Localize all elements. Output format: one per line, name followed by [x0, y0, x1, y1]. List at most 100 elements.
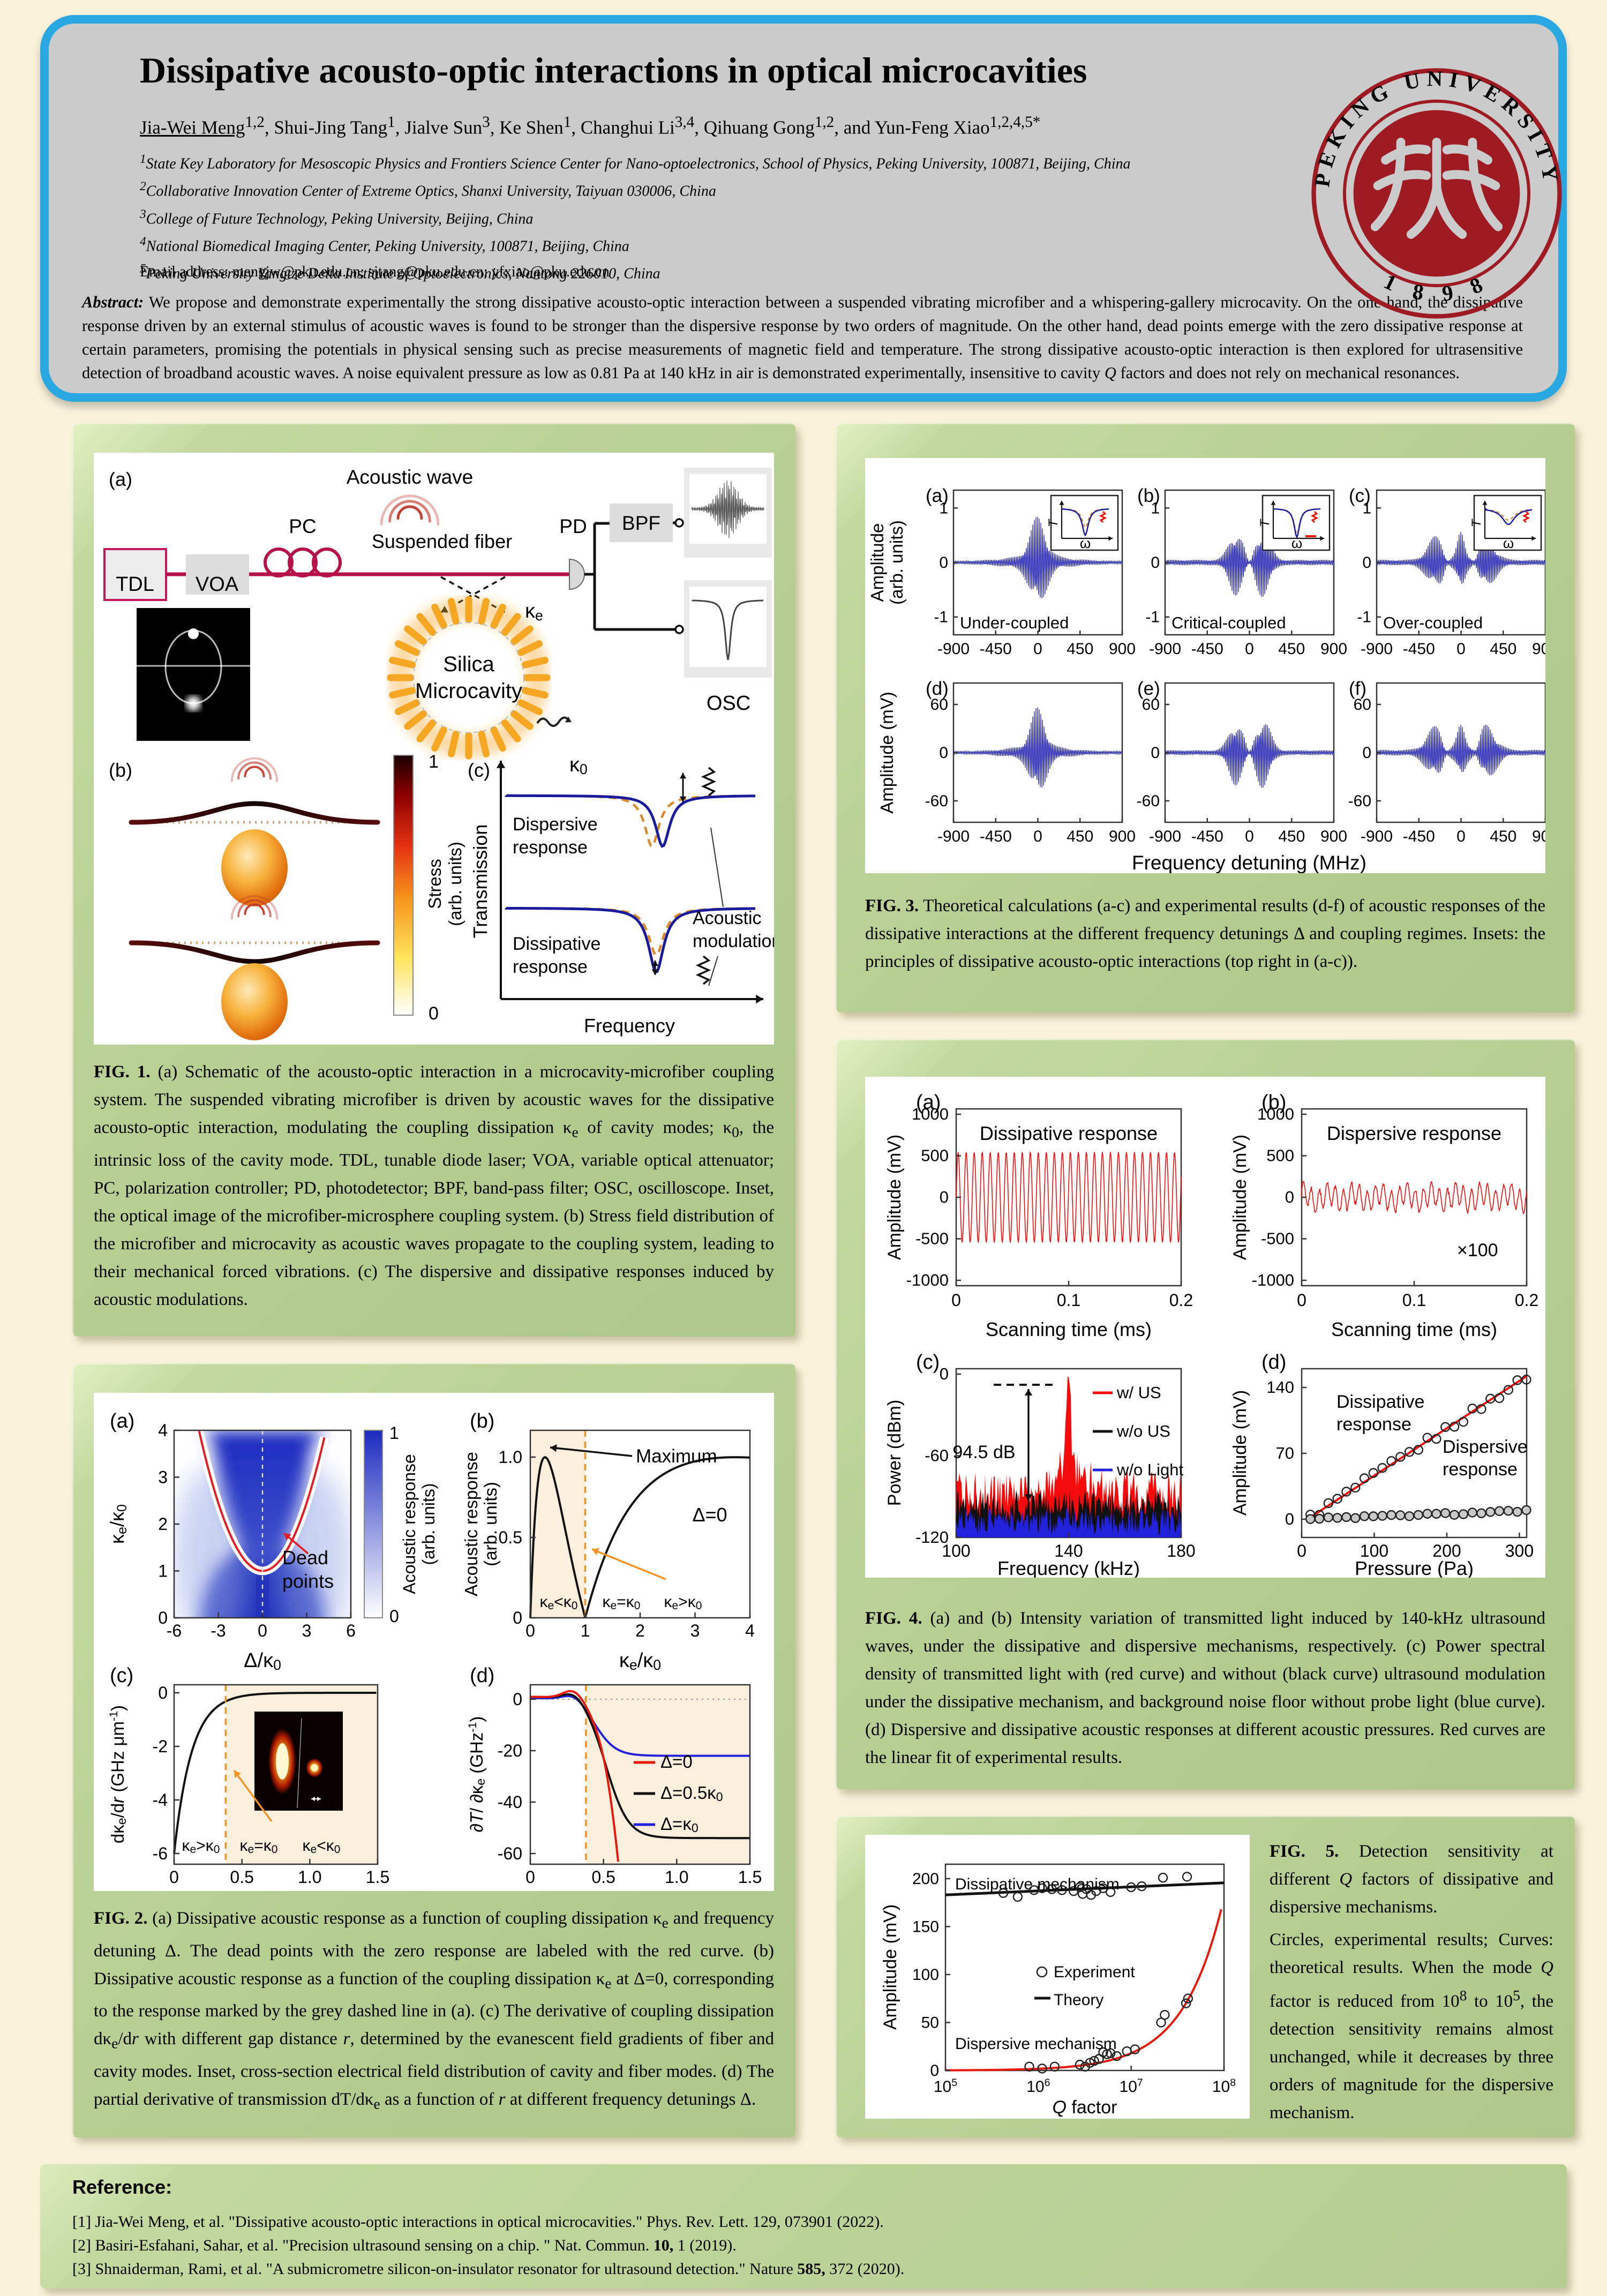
svg-text:-450: -450 — [1191, 640, 1223, 658]
svg-text:(f): (f) — [1349, 678, 1366, 699]
bpf-label: BPF — [622, 512, 660, 534]
tdl-label: TDL — [116, 573, 154, 596]
svg-text:0: 0 — [513, 1608, 522, 1627]
svg-text:w/ US: w/ US — [1116, 1383, 1161, 1402]
acoustic-wave-label: Acoustic wave — [347, 466, 474, 488]
svg-text:1.0: 1.0 — [298, 1867, 321, 1887]
svg-text:-6: -6 — [153, 1844, 168, 1863]
svg-text:140: 140 — [1054, 1541, 1083, 1560]
fig2d-xlabel: Gap distance r (μm) — [555, 1890, 726, 1891]
fig5-disp-label: Dispersive mechanism — [955, 2035, 1117, 2053]
fig4d-disp1: Dispersive — [1443, 1437, 1528, 1457]
reference-item-1: [1] Jia-Wei Meng, et al. "Dissipative ac… — [72, 2213, 884, 2231]
svg-text:-900: -900 — [1149, 640, 1181, 658]
svg-text:1.0: 1.0 — [665, 1867, 688, 1887]
svg-text:900: 900 — [1532, 828, 1545, 845]
fig3: (a) Under-coupled 1 0 -1 -900 -450 0 450 900 Tω (b)… — [867, 485, 1559, 874]
svg-text:0: 0 — [513, 1690, 522, 1709]
svg-text:0: 0 — [525, 1621, 535, 1640]
svg-text:(c): (c) — [1349, 485, 1371, 506]
svg-text:0.5: 0.5 — [591, 1867, 615, 1887]
fig4b-x100: ×100 — [1457, 1240, 1498, 1260]
svg-text:0: 0 — [930, 2062, 939, 2080]
fig3-caption: FIG. 3. Theoretical calculations (a-c) a… — [865, 896, 1546, 971]
svg-text:0: 0 — [1297, 1541, 1306, 1560]
fig1c-label: (c) — [468, 759, 490, 781]
svg-text:0: 0 — [939, 744, 948, 762]
fig2-box: 0 1 2 3 4 -6 -3 0 3 6 0 0.5 1.0 0 1 2 3 4 0 -2 -4 -6 0 0.5 1.0… — [94, 1393, 774, 1912]
fig5-legend-theory: Theory — [1054, 1991, 1103, 2009]
svg-text:500: 500 — [921, 1146, 949, 1165]
svg-text:-1000: -1000 — [906, 1271, 949, 1289]
fig5-box: 200 150 100 50 0 105 106 107 108 Dissipative mec… — [865, 1835, 1250, 2119]
dissipative-response-label2: response — [513, 957, 588, 977]
fig1b-drawing — [129, 755, 414, 1040]
dead-points-label2: points — [282, 1570, 334, 1592]
svg-text:Over-coupled: Over-coupled — [1383, 613, 1483, 632]
svg-text:Critical-coupled: Critical-coupled — [1172, 613, 1286, 632]
fig2a-cb-top: 1 — [389, 1423, 399, 1443]
svg-text:0.2: 0.2 — [1169, 1290, 1193, 1310]
fig3-ylabel-top1: Amplitude — [867, 523, 887, 602]
fig3-plots: (a) Under-coupled 1 0 -1 -900 -450 0 450 900 Tω (b)… — [925, 485, 1559, 845]
fig2c-plot: 0-2-4-60 0.5 1.0 1.5 — [153, 1683, 390, 1887]
svg-text:1000: 1000 — [912, 1105, 949, 1123]
svg-text:-1: -1 — [1357, 609, 1371, 626]
svg-text:100: 100 — [1360, 1541, 1388, 1560]
svg-text:450: 450 — [1490, 640, 1516, 658]
fig1a-label: (a) — [109, 468, 132, 490]
microcavity-label: Microcavity — [415, 679, 522, 703]
svg-text:50: 50 — [921, 2014, 939, 2031]
svg-text:100: 100 — [912, 1966, 939, 1984]
fig1a-drawing — [103, 468, 772, 760]
authors: Jia-Wei Meng1,2, Shui-Jing Tang1, Jialve… — [140, 114, 1041, 138]
svg-text:-60: -60 — [498, 1844, 522, 1863]
svg-text:-450: -450 — [980, 828, 1012, 845]
svg-text:-900: -900 — [1361, 640, 1393, 658]
fig2c-klt: κe<κ0 — [303, 1837, 341, 1856]
fig4a-title: Dissipative response — [980, 1122, 1158, 1144]
svg-text:0.5: 0.5 — [230, 1867, 253, 1887]
svg-text:-1: -1 — [1145, 609, 1160, 626]
stress-label-1: Stress — [425, 859, 445, 909]
reference-list: [1] Jia-Wei Meng, et al. "Dissipative ac… — [72, 2210, 904, 2281]
svg-text:-900: -900 — [1149, 828, 1181, 845]
svg-text:150: 150 — [912, 1918, 939, 1935]
fig4b-title: Dispersive response — [1327, 1122, 1501, 1144]
delta0-label: Δ=0 — [692, 1504, 727, 1526]
svg-text:60: 60 — [1142, 696, 1160, 714]
fig2d-label: (d) — [470, 1664, 494, 1687]
fig2a-cb-label1: Acoustic response — [400, 1454, 419, 1594]
panel-fig2: 0 1 2 3 4 -6 -3 0 3 6 0 0.5 1.0 0 1 2 3 4 0 -2 -4 -6 0 0.5 1.0… — [72, 1363, 795, 2137]
svg-text:1.5: 1.5 — [366, 1867, 389, 1887]
svg-text:3: 3 — [158, 1468, 168, 1487]
svg-text:0: 0 — [1297, 1290, 1306, 1310]
svg-text:(d): (d) — [926, 678, 949, 699]
maximum-label: Maximum — [636, 1446, 717, 1467]
fig4d-label: (d) — [1261, 1351, 1286, 1374]
fig2a-ylabel: κe/κ0 — [106, 1504, 130, 1544]
fig3-xlabel: Frequency detuning (MHz) — [1132, 852, 1366, 873]
dissipative-response-label: Dissipative — [513, 934, 600, 954]
dead-points-label1: Dead — [282, 1547, 328, 1569]
fig2a-xlabel: Δ/κ0 — [244, 1649, 281, 1673]
fig2b-label: (b) — [470, 1410, 494, 1432]
svg-text:-450: -450 — [980, 640, 1012, 658]
reference-item-3: [3] Shnaiderman, Rami, et al. "A submicr… — [72, 2260, 905, 2278]
svg-text:-900: -900 — [1361, 828, 1393, 845]
voa-label: VOA — [196, 573, 239, 596]
panel-fig5: 200 150 100 50 0 105 106 107 108 Dissipative mec… — [836, 1816, 1575, 2137]
fig4c-db: 94.5 dB — [952, 1442, 1015, 1462]
svg-text:3: 3 — [302, 1621, 312, 1640]
svg-text:0: 0 — [1456, 828, 1466, 845]
fig1-box: (a) Acoustic wave PC TDL VOA Suspended f… — [94, 453, 782, 1045]
osc-label: OSC — [707, 692, 750, 715]
svg-text:ω: ω — [1291, 535, 1302, 551]
svg-text:T: T — [1258, 518, 1272, 527]
svg-text:0: 0 — [951, 1290, 961, 1310]
svg-text:500: 500 — [1266, 1146, 1294, 1165]
fig2a-label: (a) — [110, 1410, 134, 1432]
